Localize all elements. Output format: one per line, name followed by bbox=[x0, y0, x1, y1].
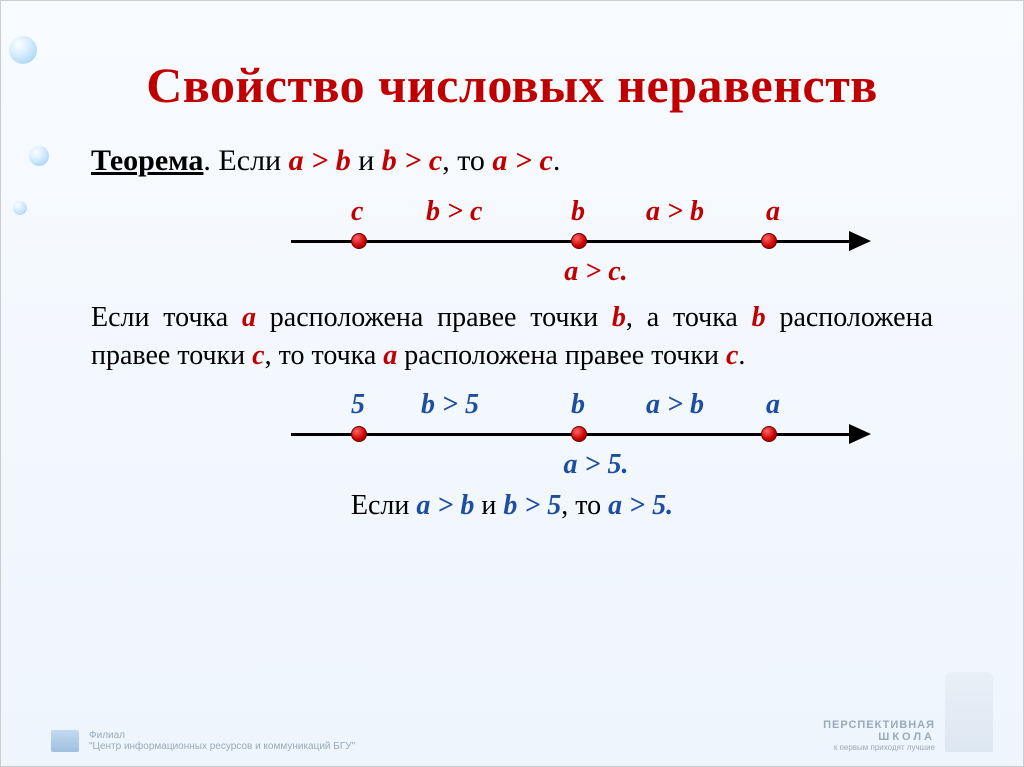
point-a bbox=[761, 233, 777, 249]
label-b-gt-5: b > 5 bbox=[421, 389, 479, 421]
var-c: c bbox=[726, 340, 738, 371]
diagram1-bottom: a > c. bbox=[291, 256, 901, 288]
var-a: a bbox=[242, 302, 256, 333]
footer-brand-1: ПЕРСПЕКТИВНАЯ bbox=[823, 719, 935, 731]
label-c: c bbox=[351, 196, 363, 228]
point-5 bbox=[351, 426, 367, 442]
footer-brand-2: ШКОЛА bbox=[823, 731, 935, 743]
label-a-gt-b: a > b bbox=[646, 196, 704, 228]
text: . bbox=[553, 144, 561, 177]
diagram2-bottom: a > 5. bbox=[291, 449, 901, 481]
expr-a-gt-5: a > 5. bbox=[608, 490, 673, 521]
org-logo-icon bbox=[51, 730, 79, 752]
text: . bbox=[738, 340, 745, 371]
number-line-1: c b > c b a > b a a > c. bbox=[291, 196, 901, 291]
expr-a-gt-b: a > b bbox=[289, 144, 351, 177]
text: расположена правее точки bbox=[397, 340, 726, 371]
expr-a-gt-b: a > b bbox=[416, 490, 474, 521]
footer-left: Филиал "Центр информационных ресурсов и … bbox=[51, 730, 355, 752]
text: Если точка bbox=[91, 302, 242, 333]
conclusion-line: Если a > b и b > 5, то a > 5. bbox=[91, 490, 933, 522]
slide-content: Теорема. Если a > b и b > c, то a > c. c… bbox=[91, 144, 933, 522]
text: , то bbox=[561, 490, 608, 521]
point-b bbox=[571, 426, 587, 442]
var-a: a bbox=[383, 340, 397, 371]
point-b bbox=[571, 233, 587, 249]
theorem-statement: Теорема. Если a > b и b > c, то a > c. bbox=[91, 144, 933, 178]
bubble-decoration bbox=[9, 36, 37, 64]
number-line-2: 5 b > 5 b a > b a a > 5. bbox=[291, 389, 901, 484]
bubble-decoration bbox=[29, 146, 49, 166]
var-c: c bbox=[252, 340, 264, 371]
var-b: b bbox=[612, 302, 626, 333]
label-a-gt-b: a > b bbox=[646, 389, 704, 421]
explanation-text: Если точка a расположена правее точки b,… bbox=[91, 299, 933, 375]
text: расположена правее точки bbox=[256, 302, 612, 333]
label-b-gt-c: b > c bbox=[426, 196, 482, 228]
footer-org-name: Филиал bbox=[89, 730, 355, 741]
axis-arrow-icon bbox=[849, 424, 871, 444]
label-5: 5 bbox=[351, 389, 365, 421]
text: , а точка bbox=[626, 302, 752, 333]
slide-title: Свойство числовых неравенств bbox=[1, 56, 1023, 114]
label-b: b bbox=[571, 196, 585, 228]
axis-arrow-icon bbox=[849, 231, 871, 251]
text: . Если bbox=[203, 144, 288, 177]
text: , то bbox=[442, 144, 492, 177]
theorem-label: Теорема bbox=[91, 144, 203, 177]
point-c bbox=[351, 233, 367, 249]
point-a bbox=[761, 426, 777, 442]
label-a: a bbox=[766, 196, 780, 228]
text: и bbox=[474, 490, 503, 521]
label-a: a bbox=[766, 389, 780, 421]
bubble-decoration bbox=[13, 201, 27, 215]
text: Если bbox=[351, 490, 417, 521]
footer-right: ПЕРСПЕКТИВНАЯ ШКОЛА к первым приходят лу… bbox=[823, 672, 993, 752]
expr-b-gt-5: b > 5 bbox=[503, 490, 561, 521]
statue-icon bbox=[945, 672, 993, 752]
footer-org-desc: "Центр информационных ресурсов и коммуни… bbox=[89, 741, 355, 752]
label-b: b bbox=[571, 389, 585, 421]
text: и bbox=[351, 144, 382, 177]
expr-a-gt-c: a > c bbox=[492, 144, 552, 177]
text: , то точка bbox=[265, 340, 384, 371]
var-b: b bbox=[752, 302, 766, 333]
expr-b-gt-c: b > c bbox=[382, 144, 442, 177]
footer-slogan: к первым приходят лучшие bbox=[823, 743, 935, 752]
